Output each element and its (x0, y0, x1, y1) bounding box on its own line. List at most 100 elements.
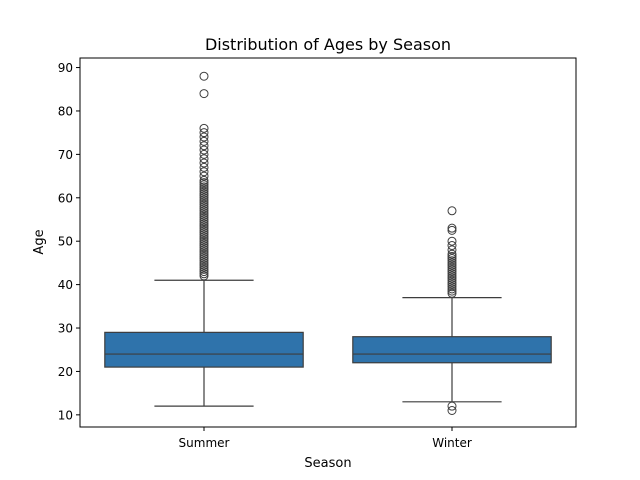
outlier-point (199, 136, 209, 146)
outlier-point (447, 223, 457, 233)
chart-title: Distribution of Ages by Season (205, 35, 451, 54)
outlier-point (199, 184, 209, 194)
outlier-point (199, 221, 209, 231)
outlier-point (199, 123, 209, 133)
y-tick-label: 80 (58, 104, 73, 118)
outlier-point (199, 241, 209, 251)
outlier-point (447, 249, 457, 259)
outlier-point (447, 406, 457, 416)
x-tick-label: Winter (432, 436, 472, 450)
outlier-point (199, 158, 209, 168)
outlier-point (447, 260, 457, 270)
outlier-point (199, 260, 209, 270)
y-tick-label: 70 (58, 148, 73, 162)
outlier-point (199, 234, 209, 244)
y-axis: 10 20 30 40 50 60 70 80 90 (58, 61, 80, 422)
outlier-point (447, 284, 457, 294)
box-winter (352, 206, 552, 416)
outlier-point (199, 269, 209, 279)
outlier-point (199, 245, 209, 255)
outlier-point (447, 236, 457, 246)
outlier-point (199, 247, 209, 257)
outlier-point (199, 71, 209, 81)
y-tick-label: 40 (58, 278, 73, 292)
outlier-point (199, 267, 209, 277)
x-axis: Summer Winter (179, 427, 472, 450)
y-tick-label: 20 (58, 365, 73, 379)
outlier-point (199, 254, 209, 264)
outlier-point (199, 264, 209, 274)
outlier-point (199, 249, 209, 259)
y-tick-label: 90 (58, 61, 73, 75)
outlier-point (199, 199, 209, 209)
outlier-point (447, 273, 457, 283)
outlier-point (199, 154, 209, 164)
outlier-point (447, 262, 457, 272)
outlier-point (447, 245, 457, 255)
plot-frame (79, 57, 577, 428)
outlier-point (199, 175, 209, 185)
outlier-point (199, 236, 209, 246)
outlier-point (199, 219, 209, 229)
outlier-point (447, 277, 457, 287)
outlier-point (199, 195, 209, 205)
box-summer (104, 71, 304, 407)
iqr-box (352, 336, 552, 364)
outlier-point (199, 208, 209, 218)
outlier-point (199, 167, 209, 177)
outlier-point (447, 288, 457, 298)
outlier-point (199, 225, 209, 235)
outlier-point (199, 228, 209, 238)
outlier-point (447, 256, 457, 266)
outlier-point (199, 210, 209, 220)
outlier-point (447, 267, 457, 277)
outlier-point (199, 89, 209, 99)
y-tick-label: 10 (58, 408, 73, 422)
y-tick-label: 50 (58, 235, 73, 249)
outlier-point (199, 141, 209, 151)
outlier-point (447, 286, 457, 296)
outlier-point (199, 186, 209, 196)
outlier-point (199, 162, 209, 172)
outlier-point (199, 206, 209, 216)
outlier-point (199, 214, 209, 224)
outlier-point (199, 182, 209, 192)
outlier-point (199, 262, 209, 272)
outlier-point (447, 282, 457, 292)
outlier-point (199, 188, 209, 198)
outlier-point (199, 258, 209, 268)
outlier-point (447, 280, 457, 290)
outlier-point (199, 243, 209, 253)
outlier-point (199, 197, 209, 207)
outlier-point (199, 232, 209, 242)
outlier-point (199, 132, 209, 142)
outlier-point (199, 149, 209, 159)
outlier-point (199, 223, 209, 233)
y-tick-label: 60 (58, 191, 73, 205)
outlier-point (447, 401, 457, 411)
plot-area (104, 71, 552, 416)
outlier-point (199, 145, 209, 155)
outlier-point (447, 225, 457, 235)
outlier-point (447, 241, 457, 251)
outlier-point (199, 238, 209, 248)
outlier-point (447, 206, 457, 216)
outlier-point (199, 128, 209, 138)
outlier-point (447, 264, 457, 274)
outlier-point (199, 230, 209, 240)
outlier-point (199, 271, 209, 281)
outlier-point (199, 201, 209, 211)
y-tick-label: 30 (58, 322, 73, 336)
x-tick-label: Summer (179, 436, 230, 450)
outlier-point (447, 258, 457, 268)
outlier-point (447, 269, 457, 279)
outlier-point (199, 217, 209, 227)
outlier-point (447, 254, 457, 264)
outlier-point (199, 212, 209, 222)
outlier-point (199, 180, 209, 190)
x-axis-label: Season (304, 456, 351, 471)
outlier-point (199, 256, 209, 266)
outlier-point (447, 275, 457, 285)
outlier-point (199, 193, 209, 203)
